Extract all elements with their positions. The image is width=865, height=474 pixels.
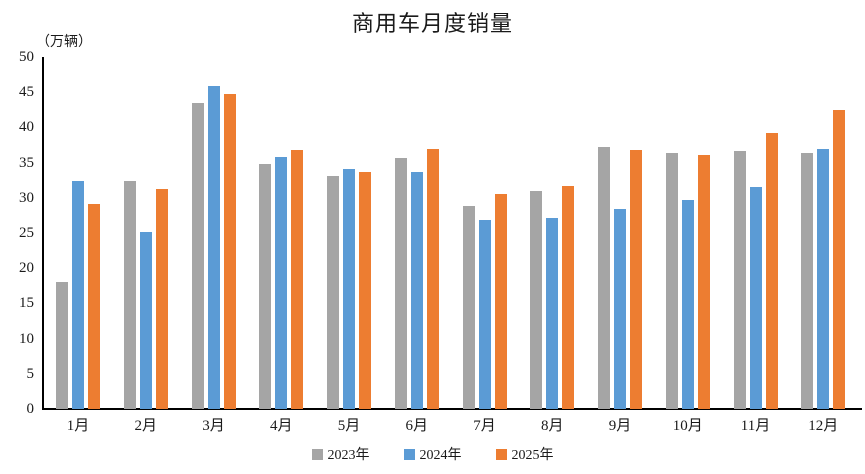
x-tick-label-m10: 10月 [672, 418, 703, 434]
legend-item-2025: 2025年 [495, 444, 554, 464]
y-tick-label-30: 30 [19, 189, 34, 206]
x-axis-line [42, 408, 862, 410]
bar-y2025-m1 [88, 204, 100, 409]
legend-item-2023: 2023年 [311, 444, 370, 464]
bar-y2024-m6 [410, 171, 423, 409]
x-tick-label-m1: 1月 [66, 418, 90, 434]
bar-y2023-m2 [123, 180, 136, 409]
bar-y2023-m8 [530, 190, 543, 409]
legend-swatch-icon [495, 448, 507, 460]
legend-label: 2023年 [327, 448, 370, 463]
chart-title: 商用车月度销量 [351, 11, 513, 36]
legend-swatch-icon [403, 448, 415, 460]
bar-y2024-m2 [139, 232, 152, 409]
legend-label: 2024年 [419, 448, 462, 463]
y-axis-unit-label: （万辆） [36, 35, 92, 50]
x-tick-label-m9: 9月 [608, 418, 632, 434]
x-tick-label-m6: 6月 [405, 418, 428, 434]
bar-y2023-m12 [801, 152, 814, 409]
bar-y2025-m6 [426, 149, 439, 409]
bar-y2024-m11 [749, 186, 762, 409]
bar-y2025-m10 [697, 154, 710, 409]
bar-y2025-m3 [223, 93, 236, 409]
bar-y2024-m7 [478, 220, 491, 409]
bar-y2025-m7 [494, 193, 507, 409]
x-tick-label-m12: 12月 [808, 418, 839, 434]
bar-y2023-m4 [259, 164, 272, 409]
bar-y2025-m4 [291, 149, 304, 409]
bar-y2025-m2 [155, 188, 168, 409]
bar-y2023-m3 [191, 102, 204, 409]
bar-y2025-m9 [630, 149, 642, 409]
y-tick-label-40: 40 [19, 119, 34, 136]
x-tick-label-m2: 2月 [134, 418, 157, 434]
bar-y2023-m11 [733, 151, 746, 409]
bar-y2024-m3 [207, 85, 220, 409]
x-tick-label-m8: 8月 [540, 418, 564, 434]
x-tick-label-m11: 11月 [740, 418, 771, 434]
y-tick-label-50: 50 [19, 49, 34, 65]
bar-y2023-m5 [327, 175, 339, 409]
bar-y2025-m5 [359, 172, 371, 409]
legend: 2023年 2024年 2025年 [0, 444, 865, 464]
bar-y2025-m11 [765, 133, 778, 409]
bar-y2023-m6 [394, 157, 407, 409]
y-tick-label-25: 25 [19, 225, 34, 241]
bar-y2024-m1 [72, 180, 84, 409]
y-tick-label-35: 35 [19, 154, 34, 171]
x-tick-label-m5: 5月 [337, 418, 361, 434]
bar-y2024-m8 [546, 217, 559, 409]
bar-y2024-m5 [343, 168, 355, 409]
legend-swatch-icon [311, 448, 323, 460]
bar-y2024-m9 [614, 209, 626, 409]
bar-y2023-m7 [462, 206, 475, 409]
y-tick-label-15: 15 [19, 295, 34, 312]
y-axis-line [42, 57, 44, 410]
x-tick-label-m7: 7月 [473, 418, 496, 434]
bar-y2024-m10 [681, 199, 694, 409]
legend-label: 2025年 [511, 448, 554, 463]
bar-y2023-m10 [665, 152, 678, 409]
y-tick-label-45: 45 [19, 84, 34, 101]
legend-item-2024: 2024年 [403, 444, 462, 464]
y-tick-label-20: 20 [19, 260, 34, 277]
y-tick-label-10: 10 [19, 330, 34, 347]
bar-y2025-m8 [562, 185, 575, 409]
bar-y2025-m12 [833, 109, 846, 409]
bar-y2024-m12 [817, 148, 830, 409]
bar-y2023-m9 [598, 147, 610, 409]
y-tick-label-5: 5 [26, 365, 35, 382]
y-tick-label-0: 0 [26, 401, 35, 417]
bar-y2024-m4 [275, 156, 288, 409]
bar-y2023-m1 [56, 282, 68, 409]
x-tick-label-m4: 4月 [269, 418, 293, 434]
x-tick-label-m3: 3月 [202, 418, 225, 434]
